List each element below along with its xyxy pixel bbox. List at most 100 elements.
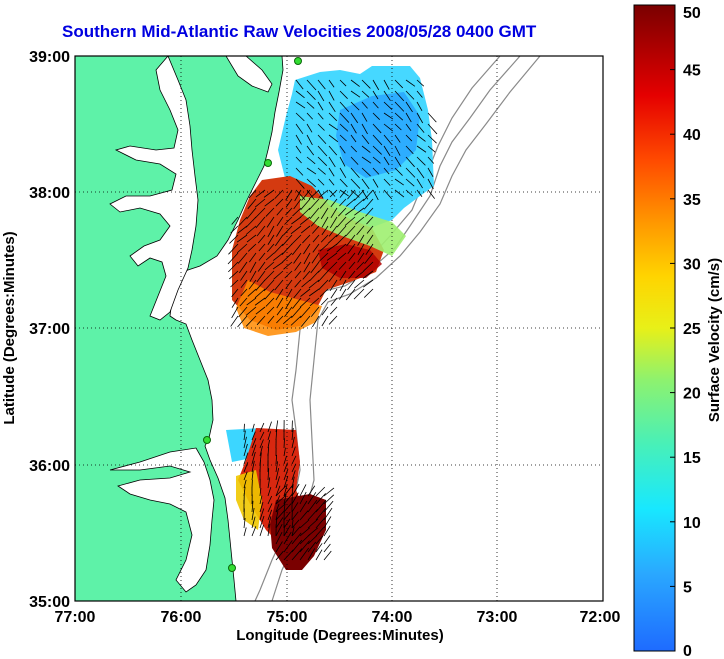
current-vector: [240, 270, 248, 281]
current-vector: [347, 189, 356, 200]
current-vector: [339, 79, 347, 87]
current-vector: [283, 475, 289, 489]
current-vector: [345, 225, 356, 237]
current-vector: [251, 423, 255, 433]
current-vector: [243, 452, 249, 465]
current-vector: [263, 279, 275, 292]
current-vector: [427, 112, 437, 123]
current-vector: [361, 134, 370, 145]
current-vector: [394, 156, 402, 167]
lon-tick-label: 75:00: [267, 609, 308, 626]
current-vector: [275, 461, 279, 473]
current-vector: [427, 134, 437, 144]
current-vector: [356, 225, 365, 236]
current-vector: [347, 243, 356, 255]
current-vector: [291, 526, 301, 537]
colorbar-tick-label: 5: [683, 579, 692, 596]
lon-tick-label: 77:00: [55, 609, 96, 626]
current-vector: [317, 79, 326, 90]
current-vector: [361, 90, 370, 98]
current-vector: [258, 252, 266, 261]
current-vector: [416, 101, 423, 111]
current-vector: [275, 524, 283, 537]
current-vector: [254, 198, 266, 208]
current-vector: [339, 178, 348, 188]
lon-tick-label: 72:00: [580, 609, 621, 626]
current-vector: [292, 297, 302, 309]
current-vector: [295, 134, 302, 145]
current-vector: [361, 79, 371, 89]
current-vector: [321, 225, 329, 236]
colorbar-tick-label: 40: [683, 127, 701, 144]
current-vector: [247, 198, 257, 210]
current-vector: [290, 225, 302, 235]
current-vector: [323, 550, 332, 561]
current-vector: [350, 101, 360, 111]
current-vector: [251, 516, 256, 529]
current-vector: [309, 207, 320, 220]
current-vector: [308, 189, 320, 200]
current-vector: [350, 167, 360, 178]
current-vector: [350, 112, 359, 124]
current-vector: [291, 492, 299, 505]
current-vector: [315, 486, 326, 497]
current-vector: [276, 207, 284, 216]
current-vector: [290, 315, 302, 326]
current-vector: [291, 526, 295, 537]
current-vector: [283, 524, 291, 537]
current-vector: [248, 279, 257, 290]
current-vector: [291, 446, 296, 457]
current-vector: [240, 279, 248, 288]
current-vector: [258, 243, 266, 252]
current-vector: [383, 189, 393, 200]
current-vector: [323, 535, 331, 545]
current-vector: [372, 134, 383, 146]
current-vector: [251, 470, 254, 481]
current-vector: [337, 252, 347, 261]
current-vector: [251, 526, 257, 537]
current-vector: [312, 315, 320, 328]
current-vector: [383, 167, 390, 175]
current-vector: [255, 216, 266, 229]
current-vector: [383, 123, 394, 132]
current-vector: [245, 315, 257, 327]
current-vector: [310, 261, 320, 274]
current-vector: [405, 156, 415, 168]
current-vector: [267, 477, 271, 489]
radar-station-marker: [228, 564, 236, 572]
current-vector: [276, 306, 284, 316]
current-vector: [317, 178, 325, 186]
current-vector: [283, 549, 294, 561]
radar-stations: [203, 57, 302, 572]
current-vector: [256, 315, 266, 326]
current-vector: [281, 243, 293, 255]
current-vector: [317, 123, 325, 131]
radar-station-marker: [203, 436, 211, 444]
current-vector: [299, 547, 309, 561]
current-vector: [315, 549, 323, 561]
current-vector: [295, 112, 305, 122]
colorbar-tick-label: 15: [683, 450, 701, 467]
current-vector: [350, 178, 361, 189]
lon-tick-label: 73:00: [477, 609, 518, 626]
current-vector: [267, 234, 275, 245]
current-vector: [363, 279, 374, 288]
current-vector: [285, 288, 293, 300]
current-vector: [259, 422, 265, 433]
current-vector: [416, 189, 423, 198]
current-vector: [405, 112, 412, 123]
current-vector: [267, 315, 275, 324]
current-vector: [283, 518, 291, 529]
current-vector: [326, 243, 338, 252]
current-vector: [329, 306, 338, 315]
current-vector: [394, 134, 401, 143]
colorbar-tick-label: 0: [683, 643, 692, 659]
current-vector: [275, 485, 287, 497]
current-vector: [251, 460, 255, 473]
current-vector: [318, 189, 329, 198]
current-vector: [363, 288, 374, 298]
current-vector: [245, 306, 257, 316]
current-vector: [372, 145, 382, 155]
current-vector: [394, 101, 405, 112]
lat-tick-label: 35:00: [29, 594, 70, 611]
